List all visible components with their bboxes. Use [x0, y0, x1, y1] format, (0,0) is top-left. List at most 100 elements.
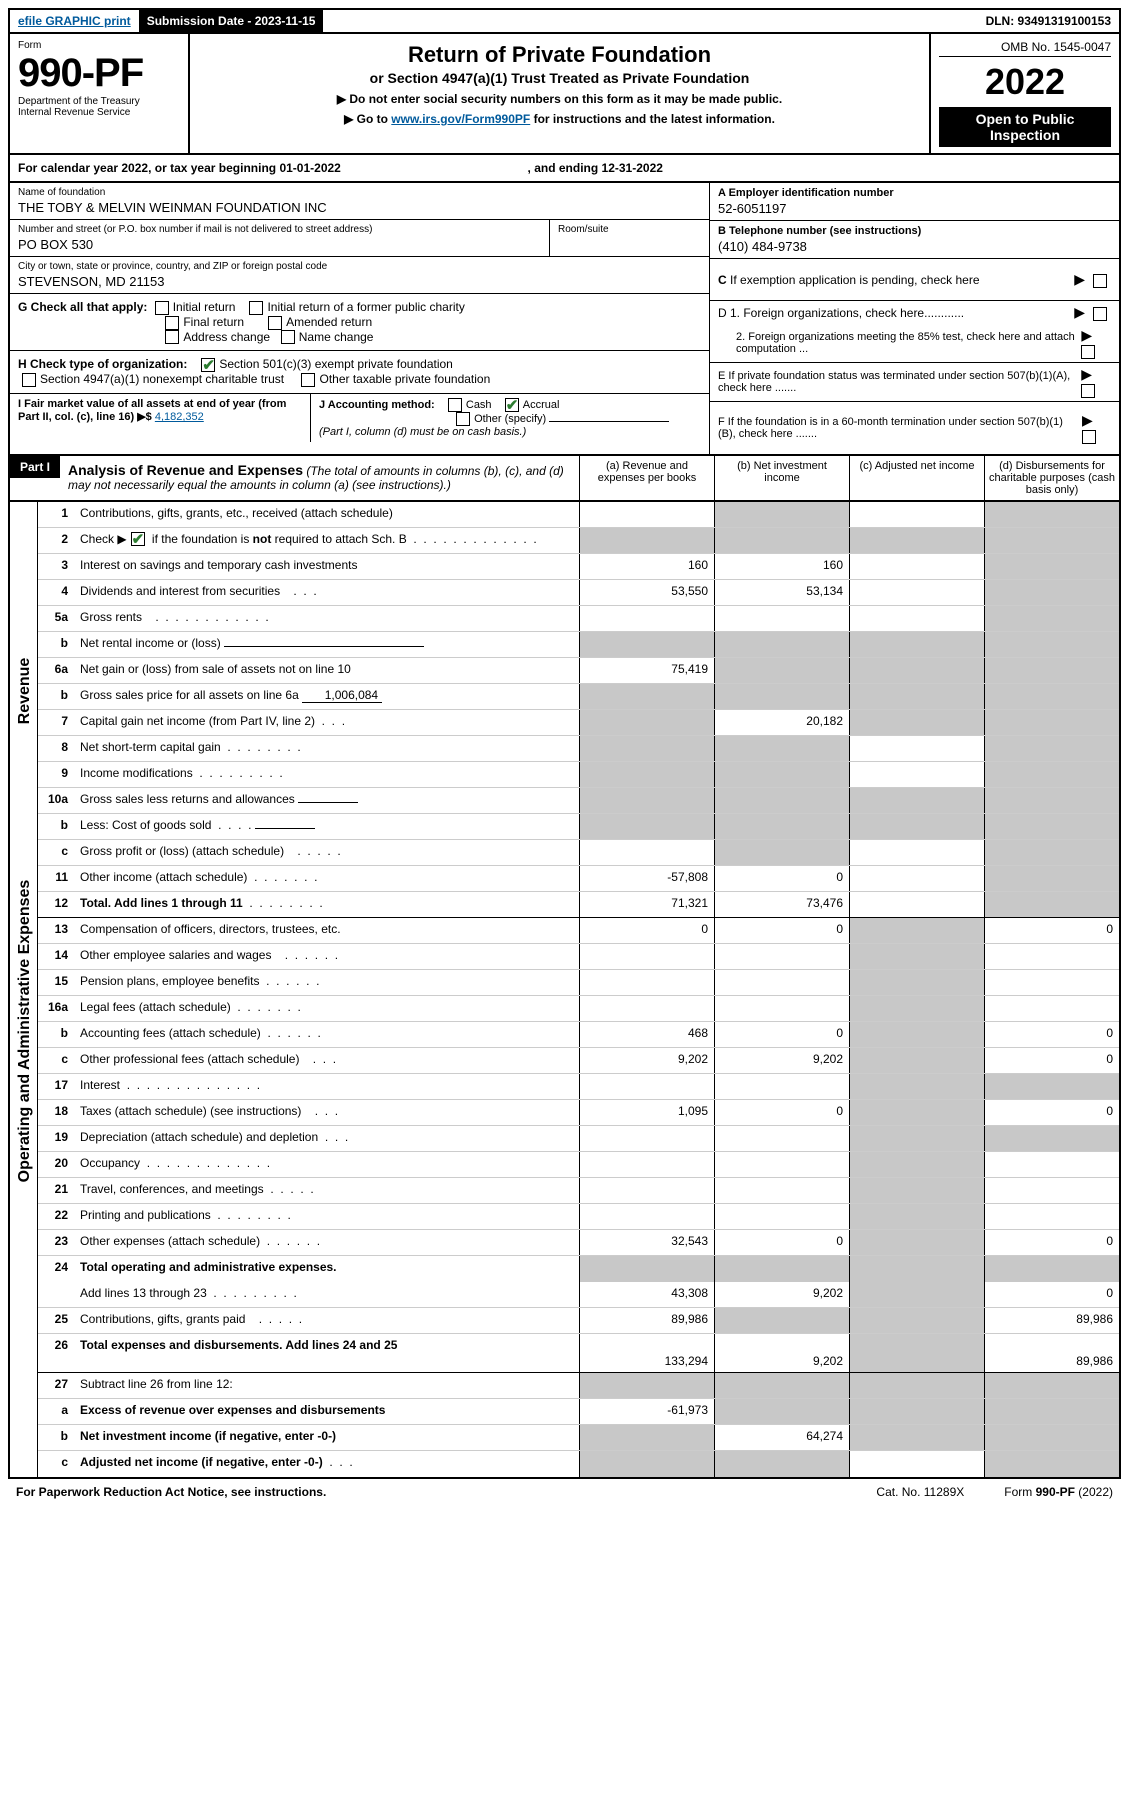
col-a-hdr: (a) Revenue and expenses per books — [579, 456, 714, 500]
street-address: Number and street (or P.O. box number if… — [10, 220, 549, 257]
fmv-link[interactable]: 4,182,352 — [155, 411, 204, 423]
paperwork-notice: For Paperwork Reduction Act Notice, see … — [16, 1485, 326, 1499]
cb-final-return[interactable] — [165, 316, 179, 330]
line-9: 9Income modifications . . . . . . . . . — [38, 762, 1119, 788]
line-20: 20Occupancy . . . . . . . . . . . . . — [38, 1152, 1119, 1178]
line-14: 14Other employee salaries and wages . . … — [38, 944, 1119, 970]
cb-other-method[interactable] — [456, 412, 470, 426]
line-6a: 6aNet gain or (loss) from sale of assets… — [38, 658, 1119, 684]
line-4: 4Dividends and interest from securities … — [38, 580, 1119, 606]
part1-table: Revenue Operating and Administrative Exp… — [8, 502, 1121, 1479]
line-27c: cAdjusted net income (if negative, enter… — [38, 1451, 1119, 1477]
line-19: 19Depreciation (attach schedule) and dep… — [38, 1126, 1119, 1152]
line-7: 7Capital gain net income (from Part IV, … — [38, 710, 1119, 736]
ein: A Employer identification number 52-6051… — [710, 183, 1119, 221]
note1: ▶ Do not enter social security numbers o… — [198, 92, 921, 106]
calendar-year-row: For calendar year 2022, or tax year begi… — [8, 155, 1121, 183]
line-22: 22Printing and publications . . . . . . … — [38, 1204, 1119, 1230]
cb-name-change[interactable] — [281, 330, 295, 344]
cb-exemption-pending[interactable] — [1093, 274, 1107, 288]
line-2: 2Check ▶ if the foundation is not requir… — [38, 528, 1119, 554]
omb-number: OMB No. 1545-0047 — [939, 40, 1111, 57]
irs-link[interactable]: www.irs.gov/Form990PF — [391, 112, 530, 126]
form-header: Form 990-PF Department of the Treasury I… — [8, 34, 1121, 155]
cb-initial-former[interactable] — [249, 301, 263, 315]
cb-initial-return[interactable] — [155, 301, 169, 315]
expenses-label: Operating and Administrative Expenses — [16, 876, 34, 1186]
line-10a: 10aGross sales less returns and allowanc… — [38, 788, 1119, 814]
line-12: 12Total. Add lines 1 through 11 . . . . … — [38, 892, 1119, 918]
part1-label: Part I — [10, 456, 60, 478]
dept1: Department of the Treasury — [18, 96, 180, 107]
cat-no: Cat. No. 11289X — [876, 1485, 964, 1499]
foundation-name: Name of foundation THE TOBY & MELVIN WEI… — [10, 183, 709, 220]
section-f: F If the foundation is in a 60-month ter… — [710, 402, 1119, 454]
line-21: 21Travel, conferences, and meetings . . … — [38, 1178, 1119, 1204]
header-right: OMB No. 1545-0047 2022 Open to Public In… — [929, 34, 1119, 153]
cb-amended-return[interactable] — [268, 316, 282, 330]
line-13: 13Compensation of officers, directors, t… — [38, 918, 1119, 944]
section-g: G Check all that apply: Initial return I… — [10, 294, 709, 351]
line-10c: cGross profit or (loss) (attach schedule… — [38, 840, 1119, 866]
city-state-zip: City or town, state or province, country… — [10, 257, 709, 294]
line-10b: bLess: Cost of goods sold . . . . — [38, 814, 1119, 840]
line-15: 15Pension plans, employee benefits . . .… — [38, 970, 1119, 996]
line-8: 8Net short-term capital gain . . . . . .… — [38, 736, 1119, 762]
header-left: Form 990-PF Department of the Treasury I… — [10, 34, 190, 153]
part1-header-row: Part I Analysis of Revenue and Expenses … — [8, 455, 1121, 502]
section-h: H Check type of organization: Section 50… — [10, 351, 709, 394]
cb-sch-b[interactable] — [131, 532, 145, 546]
cb-501c3[interactable] — [201, 358, 215, 372]
section-e: E If private foundation status was termi… — [710, 363, 1119, 402]
entity-meta: Name of foundation THE TOBY & MELVIN WEI… — [8, 183, 1121, 455]
line-24: 24Total operating and administrative exp… — [38, 1256, 1119, 1282]
form-page: efile GRAPHIC print Submission Date - 20… — [0, 0, 1129, 1513]
line-27: 27Subtract line 26 from line 12: — [38, 1373, 1119, 1399]
tax-year: 2022 — [939, 61, 1111, 103]
cb-address-change[interactable] — [165, 330, 179, 344]
line-16a: 16aLegal fees (attach schedule) . . . . … — [38, 996, 1119, 1022]
cb-foreign-org[interactable] — [1093, 307, 1107, 321]
line-27a: aExcess of revenue over expenses and dis… — [38, 1399, 1119, 1425]
line-23: 23Other expenses (attach schedule) . . .… — [38, 1230, 1119, 1256]
cb-60month[interactable] — [1082, 430, 1096, 444]
revenue-label: Revenue — [16, 646, 34, 736]
form-title: Return of Private Foundation — [198, 42, 921, 68]
part1-desc: Analysis of Revenue and Expenses (The to… — [60, 456, 579, 500]
line-24b: Add lines 13 through 23 . . . . . . . . … — [38, 1282, 1119, 1308]
form-ref: Form 990-PF (2022) — [1004, 1485, 1113, 1499]
line-16b: bAccounting fees (attach schedule) . . .… — [38, 1022, 1119, 1048]
line-5b: bNet rental income or (loss) — [38, 632, 1119, 658]
line-25: 25Contributions, gifts, grants paid . . … — [38, 1308, 1119, 1334]
cb-85pct-test[interactable] — [1081, 345, 1095, 359]
cb-4947[interactable] — [22, 373, 36, 387]
line-5a: 5aGross rents . . . . . . . . . . . . — [38, 606, 1119, 632]
header-center: Return of Private Foundation or Section … — [190, 34, 929, 153]
line-18: 18Taxes (attach schedule) (see instructi… — [38, 1100, 1119, 1126]
section-j: J Accounting method: Cash Accrual Other … — [310, 394, 709, 442]
section-c: C C If exemption application is pending,… — [710, 259, 1119, 301]
cb-status-terminated[interactable] — [1081, 384, 1095, 398]
cb-cash[interactable] — [448, 398, 462, 412]
line-26: 26Total expenses and disbursements. Add … — [38, 1334, 1119, 1373]
page-footer: For Paperwork Reduction Act Notice, see … — [8, 1479, 1121, 1505]
line-17: 17Interest . . . . . . . . . . . . . . — [38, 1074, 1119, 1100]
cb-accrual[interactable] — [505, 398, 519, 412]
section-d2: 2. Foreign organizations meeting the 85%… — [710, 324, 1119, 363]
line-16c: cOther professional fees (attach schedul… — [38, 1048, 1119, 1074]
side-labels: Revenue Operating and Administrative Exp… — [10, 502, 38, 1477]
line-27b: bNet investment income (if negative, ent… — [38, 1425, 1119, 1451]
cb-other-taxable[interactable] — [301, 373, 315, 387]
line-1: 1Contributions, gifts, grants, etc., rec… — [38, 502, 1119, 528]
note2: ▶ Go to www.irs.gov/Form990PF for instru… — [198, 112, 921, 126]
section-d1: D 1. Foreign organizations, check here..… — [710, 301, 1119, 324]
room-suite: Room/suite — [549, 220, 709, 257]
dept2: Internal Revenue Service — [18, 107, 180, 118]
efile-link[interactable]: efile GRAPHIC print — [10, 10, 139, 32]
form-subtitle: or Section 4947(a)(1) Trust Treated as P… — [198, 70, 921, 86]
col-b-hdr: (b) Net investment income — [714, 456, 849, 500]
dln: DLN: 93491319100153 — [978, 10, 1119, 32]
open-inspection: Open to Public Inspection — [939, 107, 1111, 147]
submission-date: Submission Date - 2023-11-15 — [139, 10, 324, 32]
col-d-hdr: (d) Disbursements for charitable purpose… — [984, 456, 1119, 500]
